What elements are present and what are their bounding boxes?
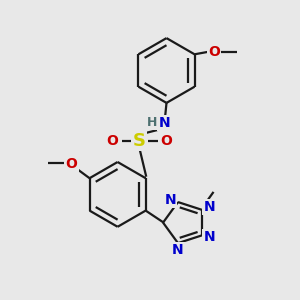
Text: H: H: [147, 116, 157, 129]
Text: O: O: [106, 134, 119, 148]
Text: N: N: [172, 243, 184, 257]
Text: N: N: [203, 200, 215, 214]
Text: S: S: [133, 132, 146, 150]
Text: O: O: [160, 134, 172, 148]
Text: O: O: [66, 157, 77, 171]
Text: N: N: [164, 193, 176, 207]
Text: O: O: [208, 45, 220, 59]
Text: N: N: [158, 116, 170, 130]
Text: N: N: [203, 230, 215, 244]
